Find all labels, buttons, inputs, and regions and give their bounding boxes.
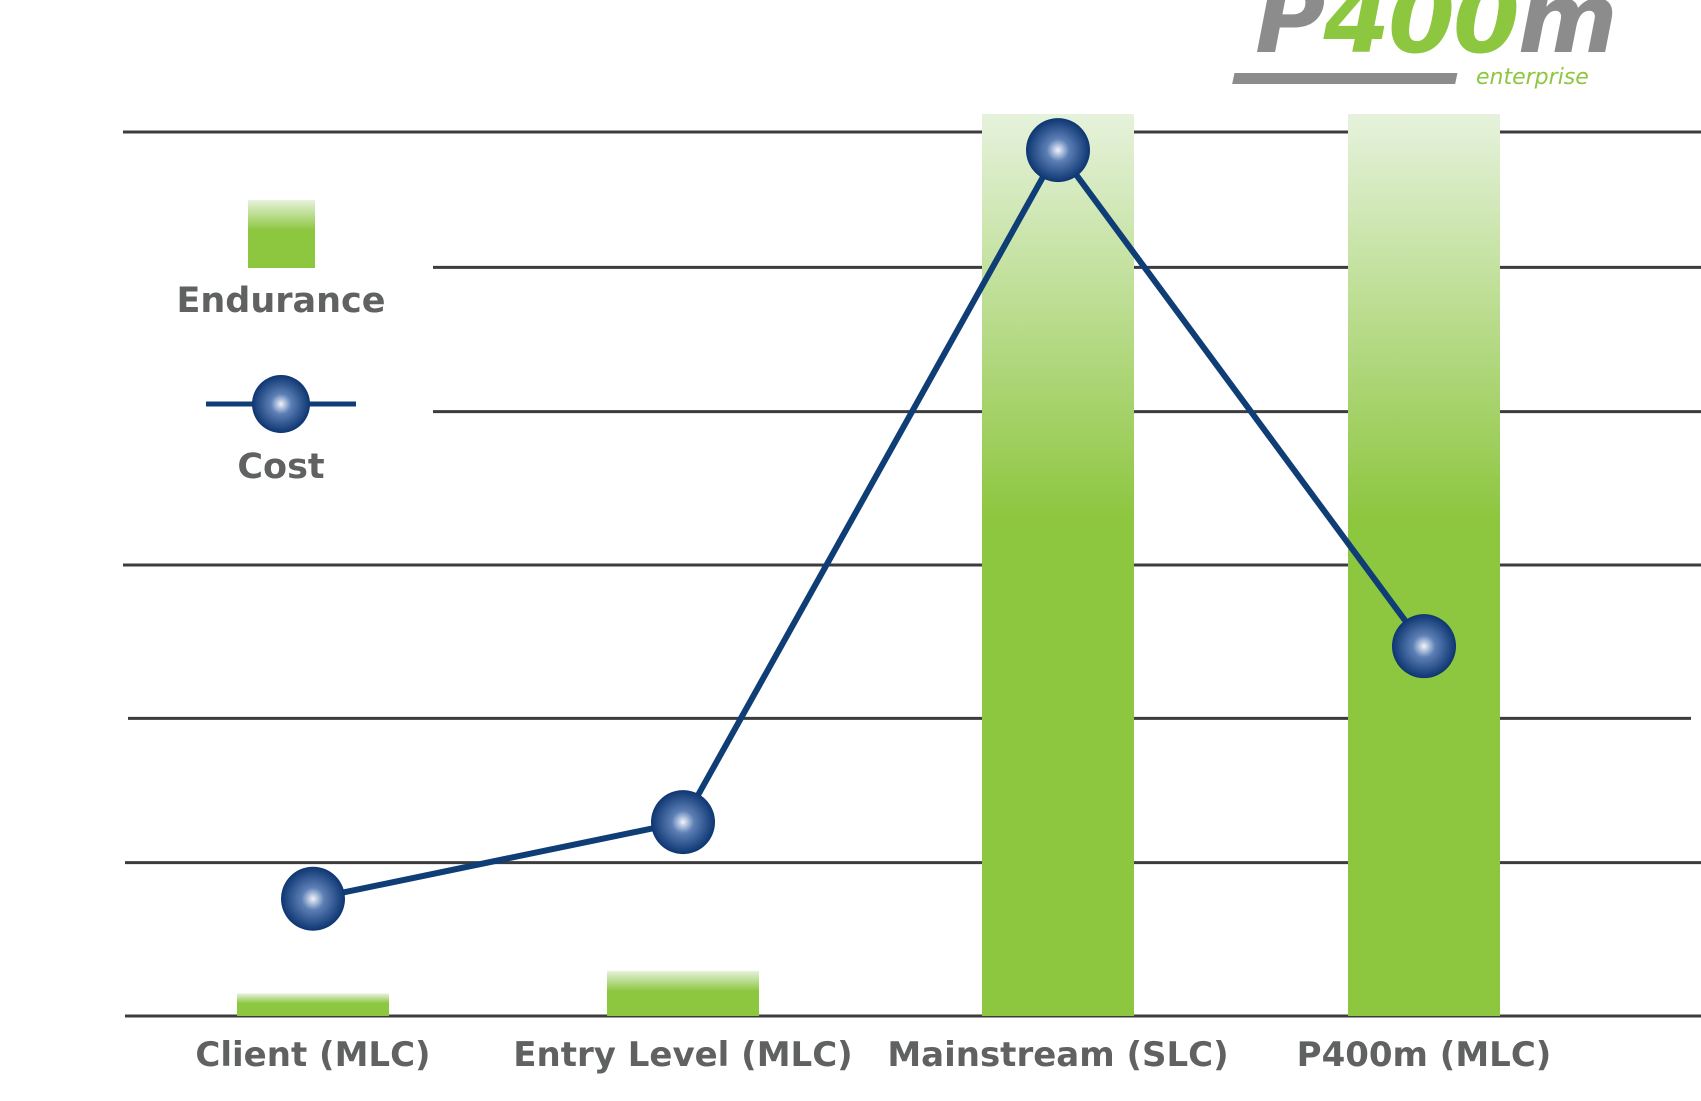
endurance-bar [237,993,389,1016]
category-label: Entry Level (MLC) [513,1035,852,1075]
endurance-bar [982,114,1134,1016]
logo-highlight: 400 [1322,0,1517,75]
category-label: Mainstream (SLC) [887,1035,1228,1075]
logo-suffix: m [1518,0,1616,75]
endurance-bars [237,114,1500,1016]
logo-prefix: P [1255,0,1325,75]
legend-cost-label: Cost [237,447,324,487]
cost-marker [651,790,715,855]
logo-tagline: enterprise [1476,65,1589,90]
category-label: P400m (MLC) [1297,1035,1552,1075]
brand-logo: P400m enterprise [1232,0,1618,90]
logo-underline [1232,73,1458,84]
cost-marker [1392,614,1456,679]
category-label: Client (MLC) [195,1035,430,1075]
cost-marker [1026,118,1090,183]
endurance-bar [607,970,759,1016]
legend-endurance-swatch [248,200,315,268]
legend-cost-marker [252,375,310,433]
endurance-bar [1348,114,1500,1016]
legend: Endurance Cost [176,200,386,487]
category-labels: Client (MLC) Entry Level (MLC) Mainstream … [195,1035,1551,1075]
cost-marker [281,866,345,931]
legend-endurance-label: Endurance [176,281,385,321]
logo-wordmark: P400m [1255,0,1616,75]
cost-markers [281,118,1456,931]
cost-line [310,147,1427,902]
cost-series [281,118,1456,931]
